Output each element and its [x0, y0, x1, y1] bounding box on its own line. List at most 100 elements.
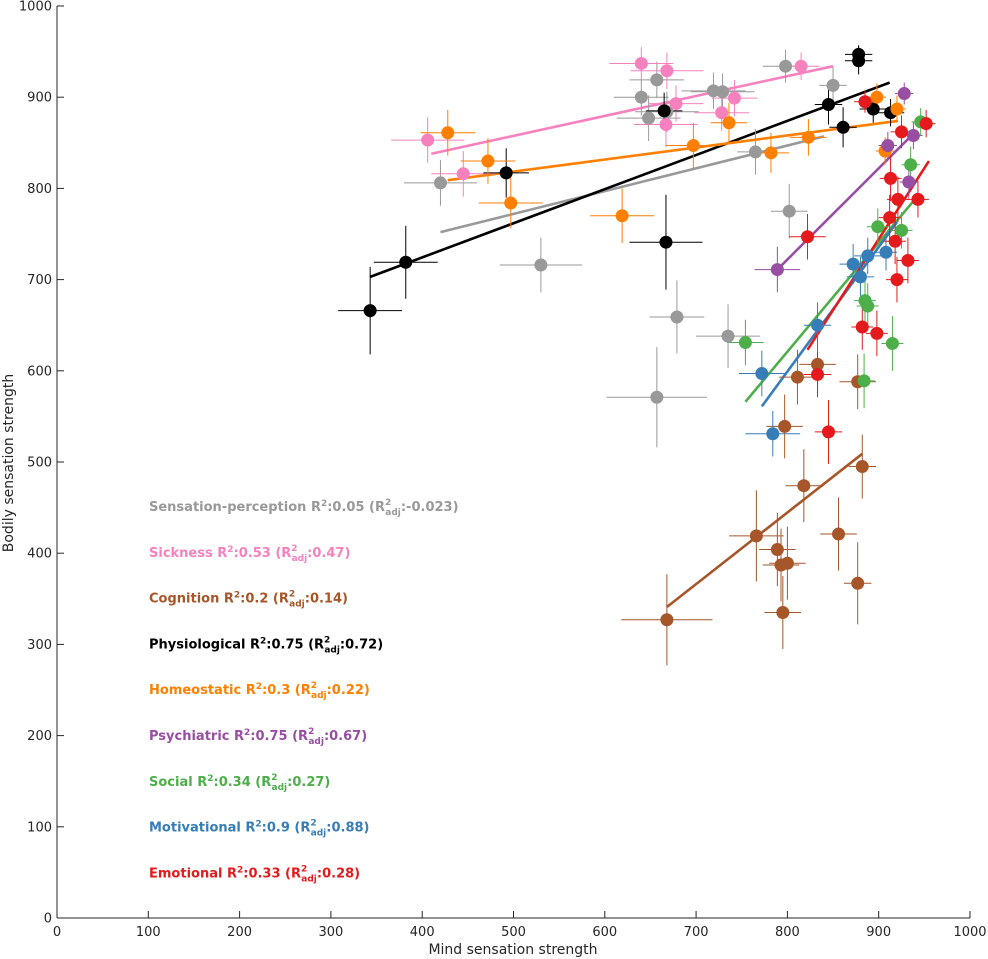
point-cognition — [832, 527, 846, 541]
x-tick-label: 1000 — [953, 925, 986, 940]
point-homeostatic — [764, 146, 778, 160]
point-cognition — [778, 419, 792, 433]
x-tick-label: 500 — [501, 925, 526, 940]
point-sensation-perception — [826, 78, 840, 92]
point-motivational — [853, 270, 867, 284]
point-emotional — [884, 171, 898, 185]
point-psychiatric — [902, 175, 916, 189]
legend-entry-motivational: Motivational R2:0.9 (R2 adj:0.88) — [149, 819, 369, 839]
point-cognition — [855, 460, 869, 474]
point-social — [904, 158, 918, 172]
x-tick-label: 600 — [592, 925, 617, 940]
point-psychiatric — [897, 87, 911, 101]
fit-line-homeostatic — [447, 119, 899, 182]
point-emotional — [883, 211, 897, 225]
point-sickness — [421, 133, 435, 147]
point-sickness — [727, 91, 741, 105]
point-emotional — [870, 326, 884, 340]
point-emotional — [811, 367, 825, 381]
point-homeostatic — [722, 116, 736, 130]
point-homeostatic — [481, 154, 495, 168]
y-tick-label: 900 — [27, 91, 52, 106]
point-social — [738, 336, 752, 350]
point-cognition — [797, 479, 811, 493]
point-physiological — [836, 120, 850, 134]
point-psychiatric — [770, 263, 784, 277]
y-tick-label: 1000 — [19, 0, 52, 15]
point-motivational — [755, 367, 769, 381]
point-emotional — [888, 234, 902, 248]
y-tick-label: 200 — [27, 729, 52, 744]
point-motivational — [879, 245, 893, 259]
point-physiological — [852, 54, 866, 68]
point-sickness — [659, 118, 673, 132]
point-sickness — [715, 106, 729, 120]
point-cognition — [811, 357, 825, 371]
legend-entry-emotional: Emotional R2:0.33 (R2 adj:0.28) — [149, 864, 360, 884]
point-cognition — [851, 576, 865, 590]
point-emotional — [855, 320, 869, 334]
y-tick-label: 600 — [27, 364, 52, 379]
legend-entry-physiological: Physiological R2:0.75 (R2 adj:0.72) — [149, 635, 383, 655]
point-homeostatic — [686, 139, 700, 153]
point-emotional — [911, 192, 925, 206]
point-homeostatic — [801, 130, 815, 144]
y-tick-label: 400 — [27, 547, 52, 562]
point-sickness — [794, 59, 808, 73]
point-emotional — [901, 253, 915, 267]
point-social — [861, 299, 875, 313]
point-emotional — [919, 117, 933, 131]
x-tick-label: 700 — [684, 925, 709, 940]
point-emotional — [895, 125, 909, 139]
point-cognition — [770, 543, 784, 557]
point-sensation-perception — [634, 90, 648, 104]
point-motivational — [846, 257, 860, 271]
point-emotional — [891, 192, 905, 206]
point-motivational — [861, 249, 875, 263]
y-axis-label: Bodily sensation strength — [1, 374, 17, 552]
point-physiological — [821, 97, 835, 111]
point-sensation-perception — [748, 145, 762, 159]
point-homeostatic — [441, 126, 455, 140]
point-cognition — [749, 529, 763, 543]
point-psychiatric — [881, 139, 895, 153]
x-tick-label: 0 — [53, 925, 61, 940]
point-homeostatic — [890, 102, 904, 116]
point-sickness — [634, 56, 648, 70]
x-tick-label: 400 — [410, 925, 435, 940]
point-cognition — [776, 605, 790, 619]
point-physiological — [499, 166, 513, 180]
y-tick-label: 500 — [27, 456, 52, 471]
point-sensation-perception — [716, 85, 730, 99]
y-tick-label: 300 — [27, 638, 52, 653]
point-sickness — [456, 167, 470, 181]
point-homeostatic — [870, 90, 884, 104]
point-sensation-perception — [782, 204, 796, 218]
point-sensation-perception — [721, 329, 735, 343]
x-tick-label: 200 — [227, 925, 252, 940]
y-tick-label: 100 — [27, 820, 52, 835]
point-sensation-perception — [650, 390, 664, 404]
point-cognition — [780, 556, 794, 570]
point-physiological — [657, 104, 671, 118]
point-homeostatic — [504, 196, 518, 210]
point-social — [885, 336, 899, 350]
legend-entry-social: Social R2:0.34 (R2 adj:0.27) — [149, 773, 330, 793]
point-sensation-perception — [642, 111, 656, 125]
point-cognition — [660, 613, 674, 627]
x-tick-label: 100 — [136, 925, 161, 940]
x-tick-label: 800 — [775, 925, 800, 940]
y-tick-label: 700 — [27, 273, 52, 288]
point-sickness — [669, 97, 683, 111]
point-emotional — [858, 95, 872, 109]
x-tick-label: 300 — [318, 925, 343, 940]
legend-entry-sensation-perception: Sensation-perception R2:0.05 (R2 adj:-0.0… — [149, 498, 459, 518]
legend: Sensation-perception R2:0.05 (R2 adj:-0.0… — [149, 498, 459, 884]
axes: 0 100 200 300 400 500 600 700 800 900 1000 0 100 200 3… — [19, 0, 987, 940]
legend-entry-psychiatric: Psychiatric R2:0.75 (R2 adj:0.67) — [149, 727, 367, 747]
point-sensation-perception — [650, 73, 664, 87]
point-social — [857, 374, 871, 388]
point-physiological — [399, 255, 413, 269]
legend-entry-sickness: Sickness R2:0.53 (R2 adj:0.47) — [149, 544, 350, 564]
point-emotional — [800, 230, 814, 244]
